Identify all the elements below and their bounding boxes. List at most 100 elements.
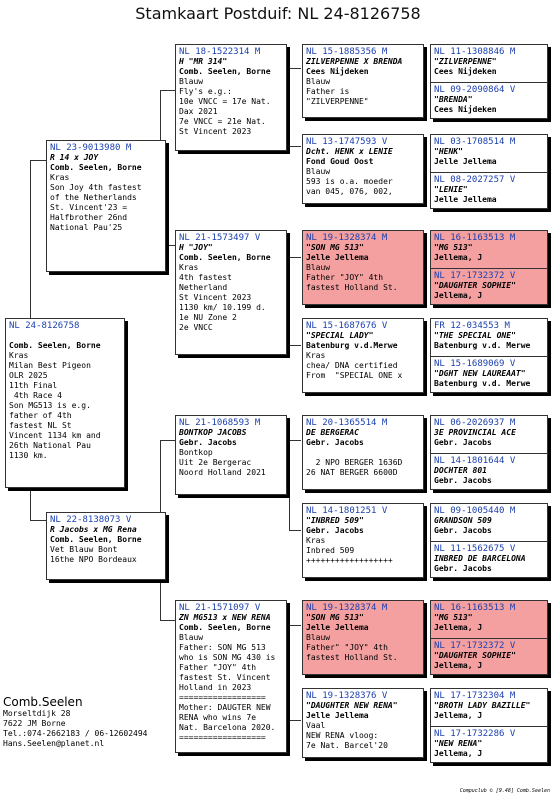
- pigeon-card-gen3[interactable]: NL 19-1328376 V "DAUGHTER NEW RENA" Jell…: [302, 688, 424, 758]
- pigeon-card-gen4[interactable]: NL 09-1005440 M GRANDSON 509 Gebr. Jacob…: [431, 504, 547, 541]
- owner: Gebr. Jacobs: [179, 438, 237, 447]
- pigeon-card-gen4[interactable]: FR 12-034553 M "THE SPECIAL ONE" Batenbu…: [431, 319, 547, 356]
- notes: Father "JOY" 4th fastest Holland St.: [306, 273, 398, 292]
- ring-number: NL 23-9013980 M: [50, 143, 132, 153]
- ring-number: NL 11-1308846 M: [434, 47, 516, 57]
- breeder-email: Hans.Seelen@planet.nl: [3, 739, 105, 748]
- pigeon-card-mother[interactable]: NL 22-8138073 V R Jacobs x MG Rena Comb.…: [46, 512, 166, 580]
- pigeon-card-gen4[interactable]: NL 17-1732304 M "BROTH LADY BAZILLE" Jel…: [431, 689, 547, 726]
- color: Kras: [50, 173, 70, 182]
- pigeon-name: GRANDSON 509: [434, 516, 492, 525]
- ring-number: NL 19-1328376 V: [306, 691, 388, 701]
- pigeon-card-gen4[interactable]: NL 16-1163513 M "MG 513" Jellema, J: [431, 231, 547, 268]
- pigeon-card-gen4[interactable]: NL 09-2090864 V "BRENDA" Cees Nijdeken: [431, 82, 547, 118]
- ring-number: NL 17-1732372 V: [434, 641, 516, 651]
- pigeon-card-subject[interactable]: NL 24-8126758 Comb. Seelen, Borne Kras M…: [5, 318, 125, 488]
- ring-number: NL 21-1068593 M: [179, 418, 261, 428]
- owner: Comb. Seelen, Borne: [9, 341, 101, 350]
- connector-line: [30, 460, 31, 520]
- owner: Comb. Seelen, Borne: [179, 253, 271, 262]
- color: Kras: [9, 351, 29, 360]
- pigeon-name: DOCHTER 801: [434, 466, 487, 475]
- pigeon-name: "MG 513": [434, 243, 473, 252]
- color: Blauw: [306, 633, 331, 642]
- pigeon-pair-gen4: NL 17-1732304 M "BROTH LADY BAZILLE" Jel…: [430, 688, 548, 763]
- owner: Cees Nijdeken: [434, 67, 497, 76]
- pigeon-card-gen4[interactable]: NL 06-2026937 M 3E PROVINCIAL ACE Gebr. …: [431, 416, 547, 453]
- pigeon-card-gen3[interactable]: NL 20-1365514 M DE BERGERAC Gebr. Jacobs…: [302, 415, 424, 490]
- pigeon-card-gen3[interactable]: NL 13-1747593 V Dcht. HENK x LENIE Fond …: [302, 134, 424, 204]
- ring-number: NL 21-1573497 V: [179, 233, 261, 243]
- owner: Batenburg v.d. Merwe: [434, 341, 531, 350]
- connector-line: [160, 620, 175, 621]
- pigeon-card-gen4[interactable]: NL 11-1562675 V INBRED DE BARCELONA Gebr…: [431, 541, 547, 577]
- pigeon-card-father[interactable]: NL 23-9013980 M R 14 x JOY Comb. Seelen,…: [46, 140, 166, 272]
- pigeon-name: "HENK": [434, 147, 463, 156]
- pigeon-card-gen3[interactable]: NL 19-1328374 M "SON MG 513" Jelle Jelle…: [302, 230, 424, 305]
- pigeon-card-gen4[interactable]: NL 15-1689069 V "DGHT NEW LAUREAAT" Bate…: [431, 356, 547, 392]
- pigeon-card-gen4[interactable]: NL 17-1732286 V "NEW RENA" Jellema, J: [431, 726, 547, 762]
- pigeon-name: "BRENDA": [434, 95, 473, 104]
- pigeon-card-gen2[interactable]: NL 21-1068593 M BONTKOP JACOBS Gebr. Jac…: [175, 415, 287, 495]
- pigeon-name: "SPECIAL LADY": [306, 331, 374, 340]
- pigeon-card-gen3[interactable]: NL 15-1687676 V "SPECIAL LADY" Batenburg…: [302, 318, 424, 393]
- pigeon-name: R 14 x JOY: [50, 153, 99, 162]
- owner: Jellema, J: [434, 749, 483, 758]
- owner: Jelle Jellema: [434, 195, 497, 204]
- pigeon-card-gen4[interactable]: NL 03-1708514 M "HENK" Jelle Jellema: [431, 135, 547, 172]
- pigeon-card-gen3[interactable]: NL 15-1885356 M ZILVERPENNE X BRENDA Cee…: [302, 44, 424, 118]
- connector-line: [30, 160, 50, 161]
- ring-number: NL 06-2026937 M: [434, 418, 516, 428]
- pigeon-card-gen4[interactable]: NL 17-1732372 V "DAUGHTER SOPHIE" Jellem…: [431, 638, 547, 674]
- pigeon-pair-gen4: NL 16-1163513 M "MG 513" Jellema, J NL 1…: [430, 600, 548, 675]
- pigeon-name: R Jacobs x MG Rena: [50, 525, 137, 534]
- pigeon-card-gen3[interactable]: NL 19-1328374 M "SON MG 513" Jelle Jelle…: [302, 600, 424, 675]
- owner: Gebr. Jacobs: [434, 564, 492, 573]
- pigeon-name: "INBRED 509": [306, 516, 364, 525]
- owner: Comb. Seelen, Borne: [50, 163, 142, 172]
- pigeon-card-gen4[interactable]: NL 08-2027257 V "LENIE" Jelle Jellema: [431, 172, 547, 208]
- pigeon-card-gen4[interactable]: NL 14-1801644 V DOCHTER 801 Gebr. Jacobs: [431, 453, 547, 489]
- pigeon-card-gen4[interactable]: NL 17-1732372 V "DAUGHTER SOPHIE" Jellem…: [431, 268, 547, 304]
- color: Blauw: [179, 77, 204, 86]
- pigeon-name: DE BERGERAC: [306, 428, 359, 437]
- owner: Jelle Jellema: [306, 253, 369, 262]
- ring-number: NL 11-1562675 V: [434, 544, 516, 554]
- pigeon-name: "SON MG 513": [306, 613, 364, 622]
- ring-number: NL 03-1708514 M: [434, 137, 516, 147]
- ring-number: NL 17-1732304 M: [434, 691, 516, 701]
- connector-line: [30, 160, 31, 318]
- pigeon-name: 3E PROVINCIAL ACE: [434, 428, 516, 437]
- ring-number: NL 20-1365514 M: [306, 418, 388, 428]
- pigeon-card-gen2[interactable]: NL 21-1571097 V ZN MG513 x NEW RENA Comb…: [175, 600, 287, 753]
- pigeon-card-gen2[interactable]: NL 21-1573497 V H "JOY" Comb. Seelen, Bo…: [175, 230, 287, 355]
- pigeon-name: "BROTH LADY BAZILLE": [434, 701, 531, 710]
- pigeon-card-gen3[interactable]: NL 14-1801251 V "INBRED 509" Gebr. Jacob…: [302, 503, 424, 578]
- color: Blauw: [306, 263, 331, 272]
- pigeon-name: "DAUGHTER SOPHIE": [434, 651, 516, 660]
- notes: Uit 2e Bergerac Noord Holland 2021: [179, 458, 266, 477]
- color: Bontkop: [179, 448, 213, 457]
- notes: Father: SON MG 513 who is SON MG 430 is …: [179, 643, 276, 742]
- pigeon-pair-gen4: NL 03-1708514 M "HENK" Jelle Jellema NL …: [430, 134, 548, 209]
- ring-number: NL 18-1522314 M: [179, 47, 261, 57]
- connector-line: [289, 625, 290, 720]
- ring-number: NL 13-1747593 V: [306, 137, 388, 147]
- owner: Jellema, J: [434, 253, 483, 262]
- pigeon-card-gen4[interactable]: NL 11-1308846 M "ZILVERPENNE" Cees Nijde…: [431, 45, 547, 82]
- notes: 2 NPO BERGER 1636D 26 NAT BERGER 6600D: [306, 458, 403, 477]
- owner: Comb. Seelen, Borne: [179, 623, 271, 632]
- pigeon-name: "DAUGHTER SOPHIE": [434, 281, 516, 290]
- notes: 593 is o.a. moeder van 045, 076, 002,: [306, 177, 393, 196]
- pigeon-card-gen2[interactable]: NL 18-1522314 M H "MR 314" Comb. Seelen,…: [175, 44, 287, 151]
- owner: Jellema, J: [434, 623, 483, 632]
- pigeon-name: "MG 513": [434, 613, 473, 622]
- owner: Jelle Jellema: [306, 711, 369, 720]
- ring-number: NL 19-1328374 M: [306, 603, 388, 613]
- ring-number: NL 21-1571097 V: [179, 603, 261, 613]
- ring-number: FR 12-034553 M: [434, 321, 510, 331]
- owner: Cees Nijdeken: [434, 105, 497, 114]
- ring-number: NL 17-1732286 V: [434, 729, 516, 739]
- pigeon-card-gen4[interactable]: NL 16-1163513 M "MG 513" Jellema, J: [431, 601, 547, 638]
- connector-line: [289, 146, 301, 147]
